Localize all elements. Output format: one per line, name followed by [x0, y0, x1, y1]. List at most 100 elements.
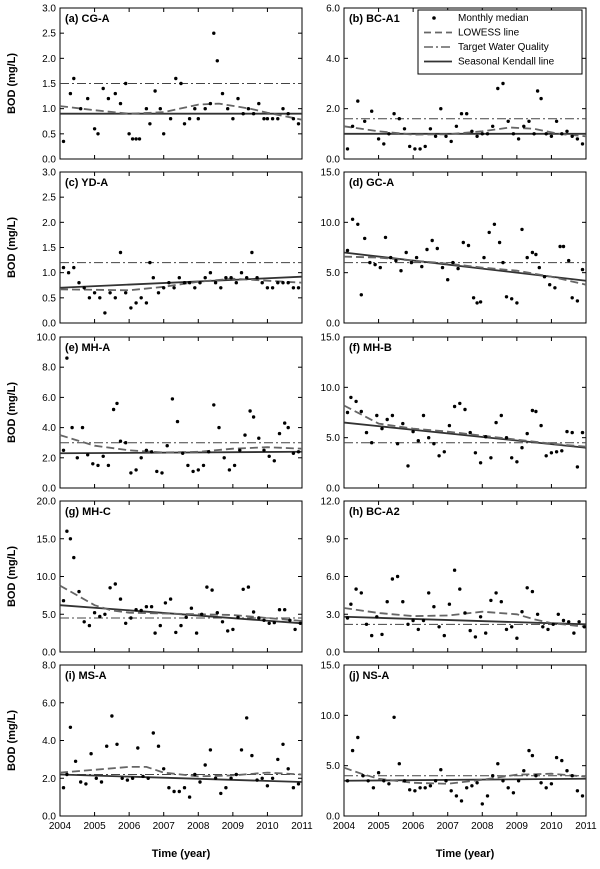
panel-j-data-point — [491, 774, 495, 778]
panel-b-data-point — [554, 119, 559, 124]
panel-g-data-point — [87, 623, 92, 628]
panel-g-ytick-label: 15.0 — [37, 534, 57, 545]
panel-i-data-point — [177, 789, 181, 794]
panel-d-data-point — [510, 297, 514, 301]
panel-i-data-point — [224, 786, 228, 790]
panel-d-data-point — [515, 301, 519, 305]
panel-i-xtick-label: 2006 — [118, 821, 141, 832]
panel-g-data-point — [98, 614, 102, 619]
panel-i-data-point — [146, 776, 150, 780]
panel-f-data-point — [539, 423, 543, 428]
panel-b-data-point — [397, 117, 401, 121]
panel-h-data-point — [582, 625, 586, 629]
panel-b-data-point — [570, 134, 574, 138]
panel-j-data-point — [465, 786, 469, 790]
panel-f-data-point — [406, 464, 410, 468]
panel-c-data-point — [219, 286, 223, 290]
panel-f-data-point — [525, 431, 529, 436]
panel-j-data-point — [413, 789, 417, 793]
panel-b-data-point — [376, 137, 381, 141]
panel-e-data-point — [272, 459, 276, 463]
panel-d-data-point — [534, 252, 538, 257]
panel-i-data-point — [193, 772, 197, 777]
panel-j-data-point — [454, 794, 459, 798]
legend-entry: Monthly median — [432, 13, 529, 24]
panel-a-data-point — [61, 139, 66, 144]
panel-b-data-point — [413, 147, 417, 151]
panel-d-data-point — [466, 243, 471, 248]
panel-a-data-point — [270, 117, 275, 121]
panel-h-title: (h) BC-A2 — [349, 506, 400, 518]
panel-a-ytick-label: 0.5 — [42, 129, 56, 140]
panel-b-data-point — [501, 81, 505, 86]
panel-i-data-point — [94, 776, 99, 780]
panel-j-xtick-label: 2010 — [540, 821, 563, 832]
panel-d-data-point — [451, 260, 455, 265]
panel-a-data-point — [291, 117, 296, 121]
panel-f-data-point — [515, 460, 519, 464]
panels-group: 0.0 0.5 1.0 1.5 2.0 2.5 3.0 (a) CG-A 0.0 2.0 4.0 6.… — [37, 4, 598, 833]
panel-c-data-point — [276, 281, 280, 285]
panel-b-data-point — [408, 144, 412, 149]
panel-i-data-point — [255, 778, 259, 782]
panel-g-data-point — [108, 586, 112, 590]
panel-f-data-point — [580, 430, 585, 435]
panel-a-data-point — [187, 117, 192, 121]
panel-e-data-point — [96, 463, 100, 468]
panel-f-data-point — [452, 404, 457, 409]
legend: Monthly median LOWESS line Target Water Qu… — [417, 9, 583, 75]
panel-d-data-point — [414, 255, 419, 260]
panel-i-data-point — [89, 752, 93, 756]
panel-c-lowess-line — [59, 277, 303, 292]
panel-i-kendall-line — [59, 773, 303, 783]
panel-c-data-point — [203, 276, 207, 280]
panel-h-data-point — [551, 622, 555, 626]
panel-j-frame — [343, 664, 587, 817]
panel-i-data-point — [61, 786, 66, 790]
panel-b-data-point — [350, 124, 355, 128]
panel-h-data-point — [370, 633, 374, 638]
panel-g-data-point — [61, 599, 66, 603]
panel-a-data-point — [79, 107, 83, 111]
panel-j-data-point — [428, 784, 433, 788]
axis-titles-group: BOD (mg/L) BOD (mg/L) BOD (mg/L) BOD (mg/L)… — [6, 53, 495, 860]
panel-j-data-point — [511, 791, 516, 795]
panel-h-data-point — [364, 622, 369, 626]
panel-b-ytick-label: 6.0 — [326, 4, 340, 15]
panel-e-ytick-label: 2.0 — [42, 453, 56, 464]
panel-h-data-point — [395, 574, 400, 579]
panel-d-data-point — [520, 227, 524, 232]
panel-g-data-point — [277, 608, 282, 612]
panel-i-ytick-label: 0.0 — [42, 812, 56, 823]
panel-e-ytick-label: 6.0 — [42, 393, 56, 404]
panel-a-data-point — [265, 117, 270, 121]
panel-j-lowess-line — [343, 766, 587, 785]
panel-i-xtick-label: 2008 — [187, 821, 210, 832]
panel-a-data-point — [226, 107, 230, 111]
panel-h-data-point — [572, 631, 576, 635]
panel-a-data-point — [106, 96, 111, 101]
panel-a-data-point — [236, 96, 240, 101]
panel-b-data-point — [491, 124, 495, 128]
panel-b-data-point — [470, 129, 474, 133]
panel-d-data-point — [456, 266, 460, 271]
panel-d-data-point — [359, 293, 363, 297]
panel-a-data-point — [174, 76, 178, 81]
panel-e-ytick-label: 4.0 — [42, 423, 56, 434]
panel-i-data-point — [281, 742, 285, 746]
panel-e-data-point — [267, 454, 271, 458]
panel-d-data-point — [345, 248, 350, 253]
panel-i-data-point — [213, 776, 218, 780]
panel-a-data-point — [246, 107, 251, 111]
panel-f-data-point — [463, 407, 467, 412]
panel-e-data-point — [207, 450, 211, 454]
panel-c-data-point — [224, 276, 228, 280]
panel-g-data-point — [246, 585, 251, 589]
panel-d-data-point — [373, 262, 377, 267]
legend-label: Monthly median — [458, 13, 529, 24]
panel-i-data-point — [172, 789, 176, 794]
panel-e-data-point — [124, 441, 128, 445]
panel-c-data-point — [72, 265, 76, 270]
panel-g-data-point — [236, 615, 240, 619]
panel-d-data-point — [567, 258, 571, 263]
